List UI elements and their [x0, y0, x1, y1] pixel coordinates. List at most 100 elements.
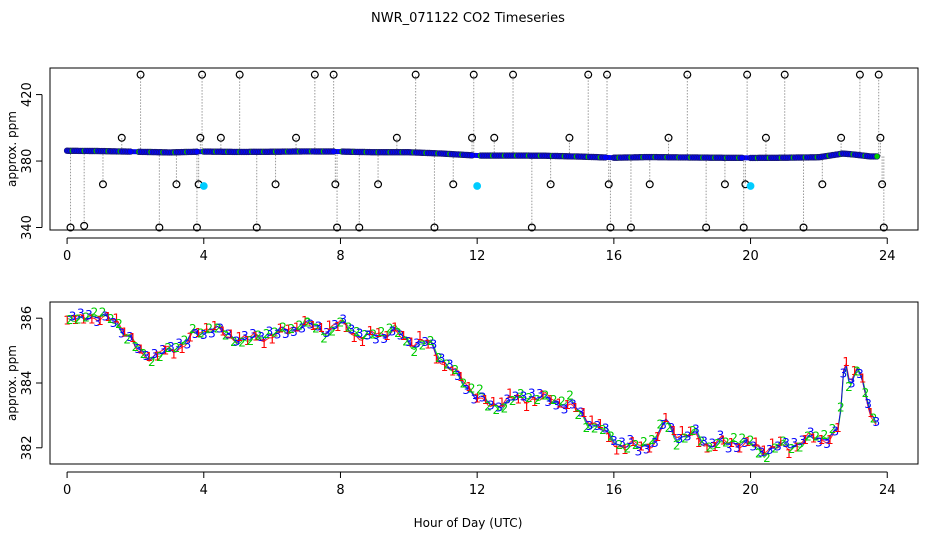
series-glyph-1: 1 — [744, 435, 752, 449]
series-glyph-1: 1 — [564, 398, 572, 412]
series-glyph-3: 3 — [462, 383, 470, 397]
series-glyph-3: 3 — [192, 327, 200, 341]
baseline-point — [330, 148, 337, 155]
series-glyph-2: 2 — [255, 328, 263, 342]
series-glyph-3: 3 — [438, 351, 446, 365]
spike-point — [292, 133, 301, 142]
series-glyph-3: 3 — [774, 439, 782, 453]
series-glyph-3: 3 — [635, 445, 643, 459]
series-glyph-2: 2 — [263, 327, 271, 341]
top-x-axis: 0 4 8 12 16 20 24 — [63, 237, 896, 264]
series-glyph-2: 2 — [74, 312, 82, 326]
series-glyph-2: 2 — [681, 431, 689, 445]
series-glyph-2: 2 — [410, 345, 418, 359]
series-glyph-2: 2 — [419, 338, 427, 352]
series-glyph-3: 3 — [676, 432, 684, 446]
series-glyph-2: 2 — [624, 442, 632, 456]
series-glyph-2: 2 — [427, 334, 435, 348]
series-glyph-3: 3 — [77, 307, 85, 321]
series-glyph-1: 1 — [728, 436, 736, 450]
series-glyph-3: 3 — [495, 401, 503, 415]
series-glyph-1: 1 — [170, 348, 178, 362]
series-glyph-2: 2 — [706, 440, 714, 454]
baseline-point — [602, 154, 609, 161]
series-glyph-1: 1 — [104, 310, 112, 324]
series-glyph-2: 2 — [829, 422, 837, 436]
spike-point — [490, 133, 499, 142]
series-glyph-2: 2 — [304, 315, 312, 329]
spike-point — [606, 223, 615, 232]
series-glyph-1: 1 — [211, 319, 219, 333]
series-glyph-1: 1 — [162, 343, 170, 357]
series-glyph-1: 1 — [400, 329, 408, 343]
series-glyph-3: 3 — [594, 419, 602, 433]
series-glyph-3: 3 — [503, 393, 511, 407]
series-glyph-2: 2 — [156, 350, 164, 364]
series-glyph-1: 1 — [449, 364, 457, 378]
series-glyph-3: 3 — [430, 338, 438, 352]
series-glyph-2: 2 — [287, 322, 295, 336]
series-glyph-2: 2 — [345, 321, 353, 335]
series-glyph-3: 3 — [208, 326, 216, 340]
series-glyph-3: 3 — [815, 435, 823, 449]
series-glyph-2: 2 — [443, 358, 451, 372]
top-x-tick-label: 0 — [63, 249, 71, 264]
baseline-point — [193, 148, 201, 155]
series-glyph-3: 3 — [134, 342, 142, 356]
series-glyph-3: 3 — [266, 324, 274, 338]
series-glyph-2: 2 — [870, 412, 878, 426]
series-glyph-2: 2 — [312, 321, 320, 335]
series-glyph-2: 2 — [361, 328, 369, 342]
spike-point — [509, 70, 518, 79]
baseline-point — [873, 153, 881, 160]
series-glyph-1: 1 — [301, 314, 309, 328]
bottom-y-axis-label: approx. ppm — [5, 345, 19, 421]
series-glyph-2: 2 — [755, 447, 763, 461]
series-glyph-1: 1 — [383, 329, 391, 343]
series-glyph-2: 2 — [771, 442, 779, 456]
series-glyph-2: 2 — [197, 327, 205, 341]
series-line-3 — [67, 312, 877, 457]
bottom-x-tick-label: 0 — [63, 483, 71, 498]
spike-point — [411, 70, 420, 79]
series-glyph-1: 1 — [482, 393, 490, 407]
series-glyph-3: 3 — [799, 434, 807, 448]
series-glyph-3: 3 — [782, 436, 790, 450]
series-glyph-1: 1 — [662, 411, 670, 425]
spike-point — [117, 133, 126, 142]
series-glyph-1: 1 — [375, 326, 383, 340]
series-glyph-2: 2 — [328, 325, 336, 339]
series-glyph-2: 2 — [574, 408, 582, 422]
series-glyph-2: 2 — [115, 317, 123, 331]
bottom-series-glyphs: 1231231231231231231231231231231231231231… — [63, 305, 880, 465]
series-glyph-1: 1 — [678, 424, 686, 438]
series-glyph-2: 2 — [730, 431, 738, 445]
series-glyph-1: 1 — [695, 436, 703, 450]
series-glyph-2: 2 — [222, 329, 230, 343]
series-glyph-2: 2 — [402, 335, 410, 349]
series-glyph-3: 3 — [872, 415, 880, 429]
series-glyph-1: 1 — [752, 436, 760, 450]
bottom-x-tick-label: 24 — [879, 483, 896, 498]
series-glyph-1: 1 — [539, 388, 547, 402]
series-glyph-2: 2 — [271, 326, 279, 340]
series-glyph-2: 2 — [804, 430, 812, 444]
series-glyph-1: 1 — [367, 324, 375, 338]
spike-point — [374, 180, 383, 189]
spike-point — [780, 70, 789, 79]
series-glyph-2: 2 — [738, 432, 746, 446]
series-glyph-3: 3 — [790, 436, 798, 450]
series-glyph-1: 1 — [719, 433, 727, 447]
series-glyph-3: 3 — [175, 336, 183, 350]
series-glyph-3: 3 — [118, 327, 126, 341]
series-glyph-3: 3 — [151, 347, 159, 361]
series-glyph-1: 1 — [769, 437, 777, 451]
series-glyph-3: 3 — [700, 434, 708, 448]
spike-point — [198, 70, 207, 79]
series-glyph-2: 2 — [140, 347, 148, 361]
series-glyph-3: 3 — [421, 335, 429, 349]
series-glyph-1: 1 — [531, 395, 539, 409]
top-x-tick-label: 20 — [742, 249, 759, 264]
spike-point — [527, 223, 536, 232]
